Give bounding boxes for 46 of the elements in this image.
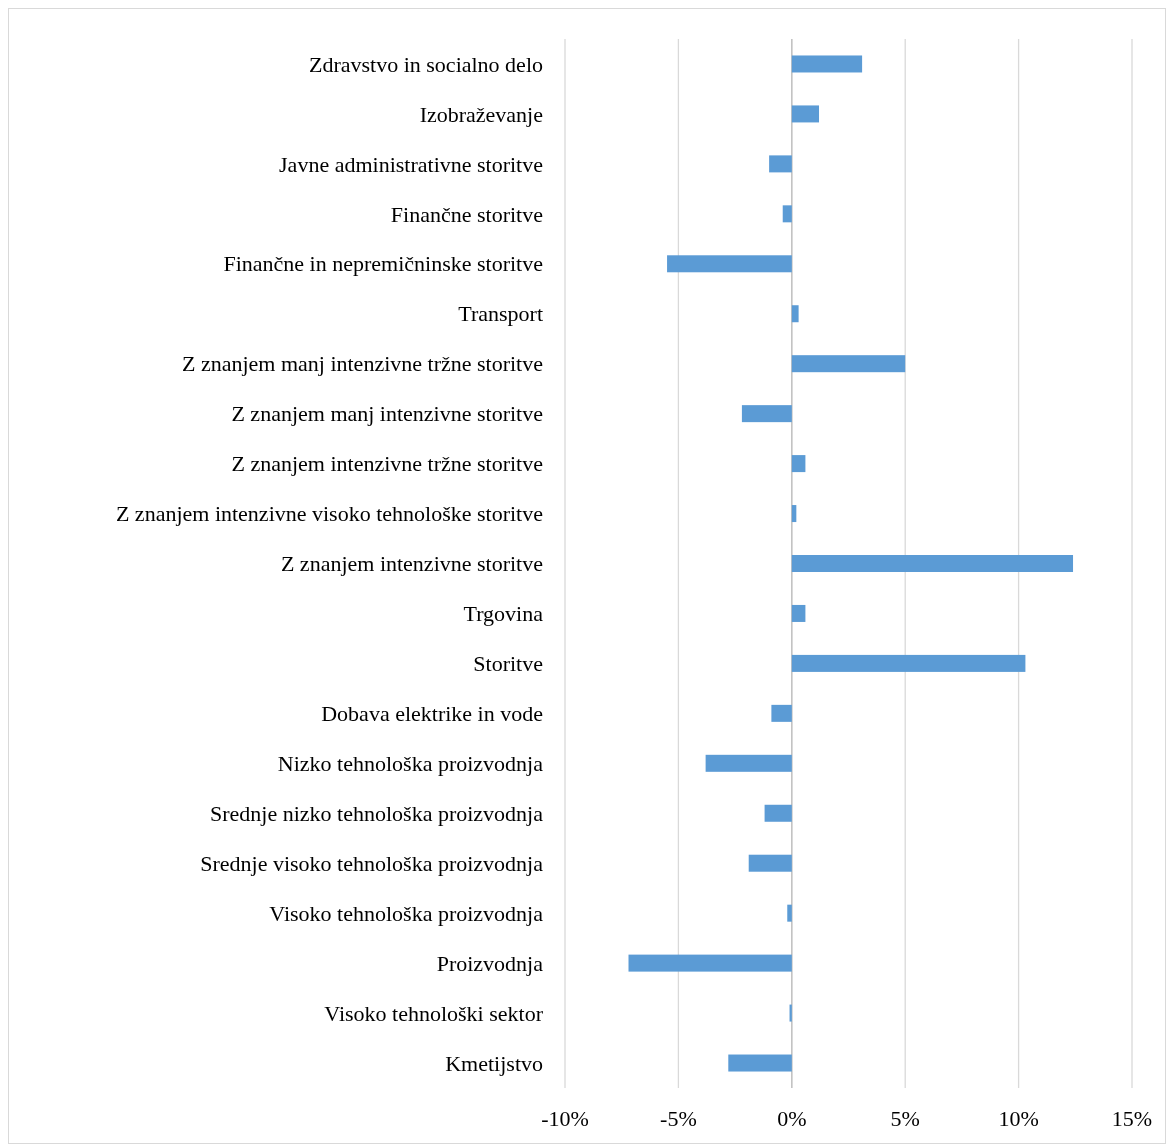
x-tick-label: 10% — [998, 1105, 1039, 1131]
bar — [748, 854, 792, 872]
bar — [791, 55, 863, 73]
bar — [791, 105, 820, 123]
bar — [628, 954, 792, 972]
y-tick-label: Storitve — [473, 651, 543, 677]
bar — [791, 654, 1026, 672]
bar — [728, 1054, 792, 1072]
y-tick-label: Z znanjem manj intenzivne storitve — [231, 401, 543, 427]
x-tick-label: 15% — [1111, 1105, 1153, 1131]
y-tick-label: Zdravstvo in socialno delo — [308, 51, 543, 77]
bar — [764, 804, 792, 822]
bar — [787, 904, 792, 922]
bar — [705, 754, 792, 772]
bar — [791, 305, 799, 323]
y-tick-label: Nizko tehnološka proizvodnja — [277, 751, 544, 777]
bar — [791, 355, 906, 373]
bar — [791, 604, 806, 622]
bar — [769, 155, 792, 173]
bar — [791, 455, 806, 473]
y-tick-label: Z znanjem manj intenzivne tržne storitve — [181, 351, 543, 377]
y-tick-label: Visoko tehnološka proizvodnja — [269, 900, 544, 926]
y-tick-label: Kmetijstvo — [445, 1050, 543, 1076]
x-tick-label: -10% — [541, 1105, 589, 1131]
y-tick-label: Z znanjem intenzivne visoko tehnološke storitve — [115, 501, 543, 527]
y-tick-label: Z znanjem intenzivne storitve — [280, 551, 543, 577]
y-tick-label: Javne administrativne storitve — [279, 151, 543, 177]
y-tick-label: Izobraževanje — [419, 101, 543, 127]
y-tick-label: Z znanjem intenzivne tržne storitve — [231, 451, 543, 477]
bar — [741, 405, 792, 423]
x-tick-label: 0% — [777, 1105, 807, 1131]
bar — [667, 255, 792, 273]
y-tick-label: Dobava elektrike in vode — [321, 701, 543, 727]
y-tick-label: Transport — [458, 301, 543, 327]
bar — [782, 205, 792, 223]
bar — [791, 555, 1074, 572]
x-tick-label: 5% — [890, 1105, 920, 1131]
y-tick-label: Trgovina — [463, 601, 544, 627]
y-tick-label: Srednje visoko tehnološka proizvodnja — [200, 850, 544, 876]
x-tick-label: -5% — [660, 1105, 697, 1131]
y-tick-label: Finančne in nepremičninske storitve — [223, 251, 543, 277]
y-tick-label: Finančne storitve — [390, 201, 543, 227]
y-tick-label: Visoko tehnološki sektor — [324, 1000, 544, 1026]
y-tick-label: Srednje nizko tehnološka proizvodnja — [210, 800, 544, 826]
bar — [771, 704, 792, 722]
y-tick-label: Proizvodnja — [436, 950, 544, 976]
